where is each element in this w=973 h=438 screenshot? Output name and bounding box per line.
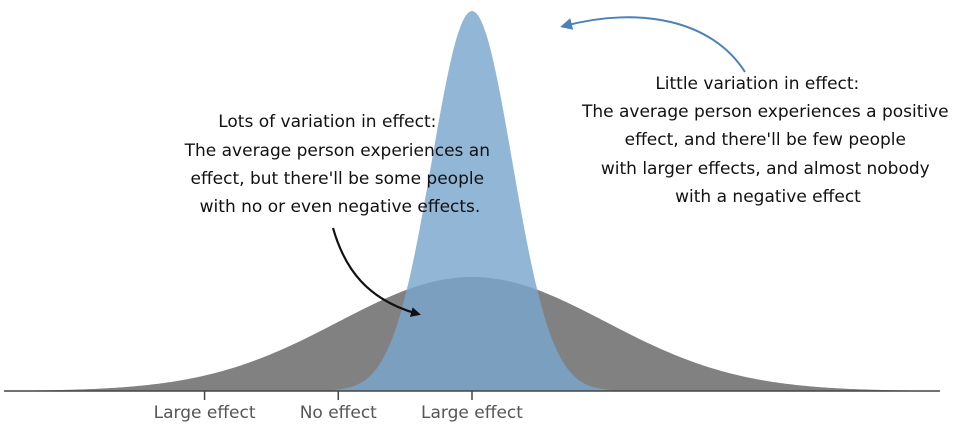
distribution-areas bbox=[4, 11, 940, 391]
annotation-narrow-line-3: effect, and there'll be few people bbox=[625, 130, 906, 150]
annotation-wide-line-1: Lots of variation in effect: bbox=[218, 112, 436, 132]
annotation-wide-line-3: effect, but there'll be some people bbox=[191, 169, 485, 189]
annotation-wide: Lots of variation in effect: The average… bbox=[184, 112, 496, 217]
annotation-narrow-line-5: with a negative effect bbox=[675, 187, 861, 207]
x-tick-label: No effect bbox=[300, 403, 377, 423]
x-tick-label: Large effect bbox=[154, 403, 256, 423]
annotation-wide-line-4: with no or even negative effects. bbox=[200, 197, 481, 217]
annotation-narrow-line-2: The average person experiences a positiv… bbox=[581, 102, 949, 122]
annotation-narrow: Little variation in effect: The average … bbox=[581, 74, 954, 207]
x-axis-ticks: Large effect No effect Large effect bbox=[154, 391, 523, 423]
narrow-distribution-area bbox=[4, 11, 940, 391]
annotation-narrow-line-1: Little variation in effect: bbox=[655, 74, 859, 94]
annotation-narrow-line-4: with larger effects, and almost nobody bbox=[601, 159, 930, 179]
annotation-narrow-arrow bbox=[560, 16, 746, 73]
x-tick-label: Large effect bbox=[421, 403, 523, 423]
annotation-wide-line-2: The average person experiences an bbox=[184, 141, 490, 161]
annotation-wide-arrow bbox=[331, 227, 421, 317]
